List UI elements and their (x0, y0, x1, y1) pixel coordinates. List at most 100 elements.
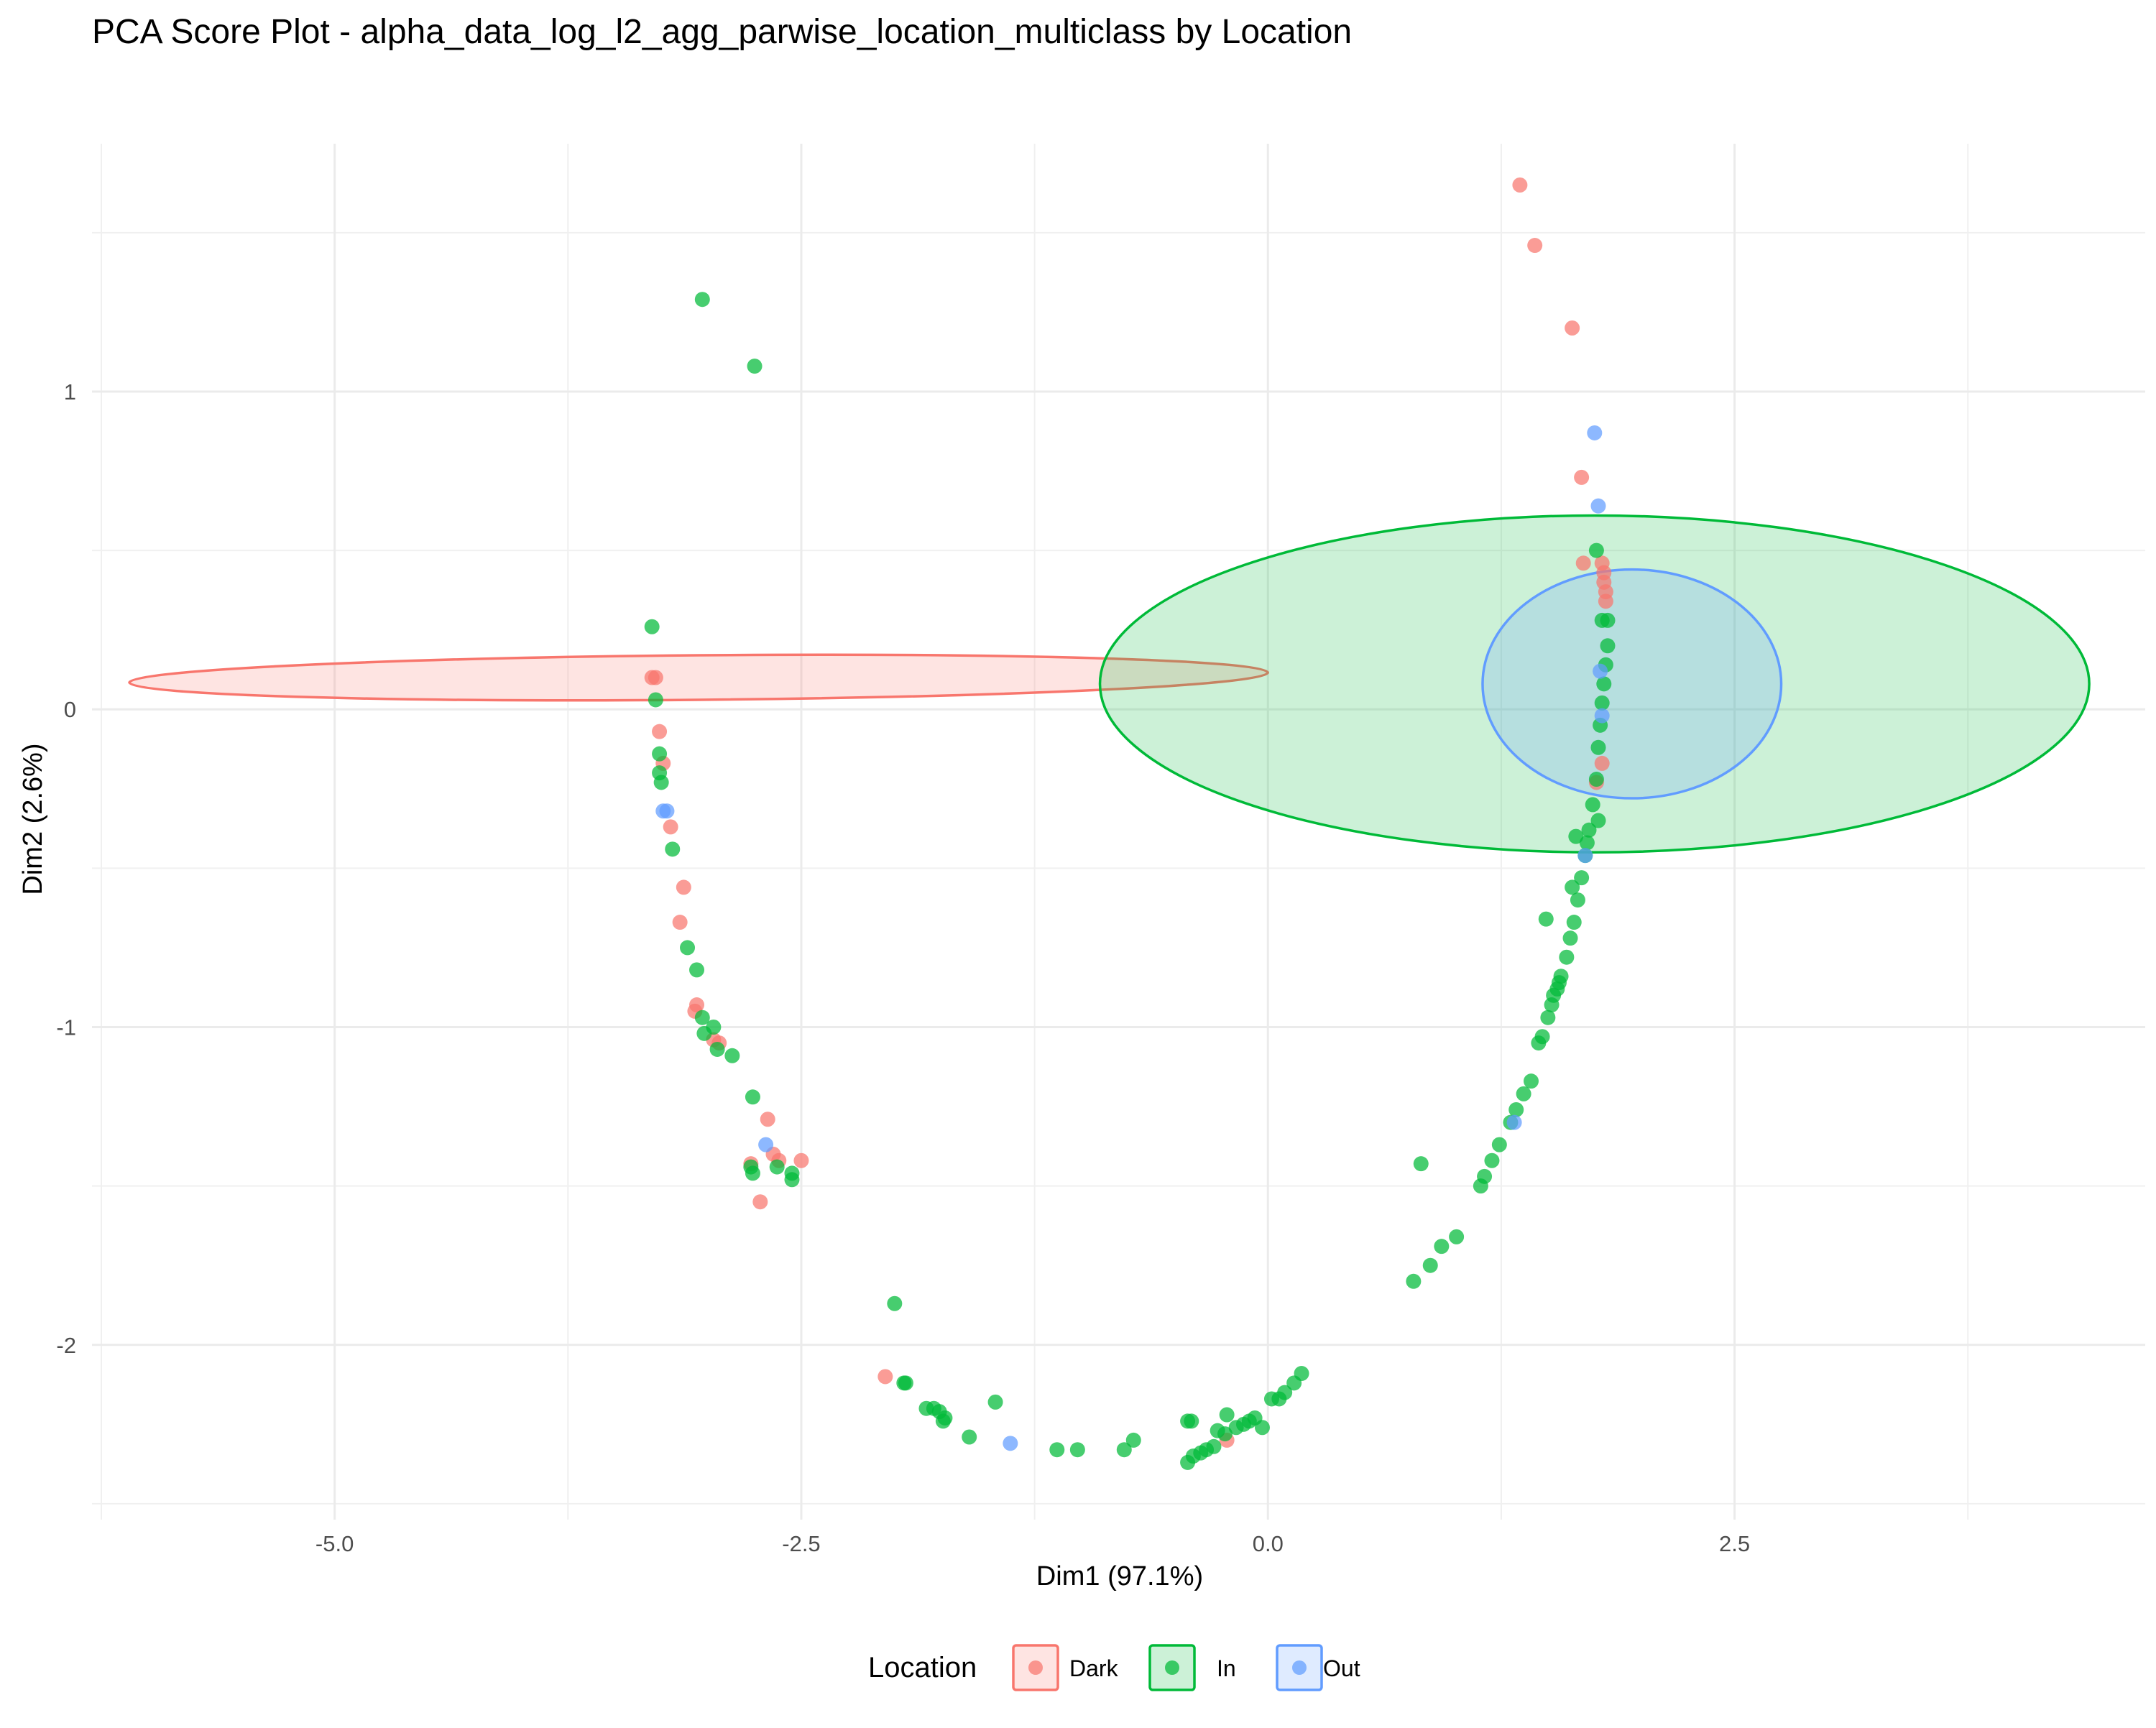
point-in (1565, 879, 1580, 895)
point-in (1562, 930, 1578, 946)
point-in (1588, 772, 1604, 787)
point-in (1116, 1442, 1132, 1458)
point-in (644, 619, 660, 634)
point-in (648, 692, 663, 708)
y-tick-label: -1 (56, 1015, 76, 1040)
x-axis-title: Dim1 (97.1%) (1036, 1561, 1203, 1591)
point-in (1600, 638, 1616, 654)
point-in (1180, 1413, 1196, 1429)
point-in (1484, 1152, 1500, 1168)
point-out (1506, 1114, 1522, 1130)
point-in (1590, 739, 1606, 755)
y-tick-label: 0 (64, 697, 76, 722)
legend-label-dark: Dark (1069, 1655, 1119, 1681)
point-in (1551, 975, 1567, 991)
point-in (1566, 915, 1582, 930)
y-tick-label: 1 (64, 379, 76, 405)
point-in (745, 1165, 760, 1181)
point-dark (663, 819, 678, 835)
data-points (644, 177, 1616, 1470)
ellipse-in (1098, 514, 2091, 854)
legend-dot-out (1292, 1660, 1307, 1675)
point-in (987, 1394, 1003, 1410)
point-in (1523, 1073, 1539, 1089)
point-in (747, 359, 763, 374)
point-in (769, 1159, 785, 1175)
point-in (1581, 822, 1597, 838)
point-out (1587, 425, 1603, 440)
point-dark (793, 1152, 809, 1168)
point-out (1003, 1436, 1018, 1451)
point-dark (877, 1369, 893, 1385)
legend: Location Dark In Out (868, 1644, 1360, 1691)
point-in (1559, 949, 1575, 965)
point-in (724, 1048, 740, 1063)
y-tick-label: -2 (56, 1333, 76, 1358)
point-dark (676, 879, 691, 895)
point-out (1590, 498, 1606, 514)
point-dark (652, 724, 668, 739)
legend-label-in: In (1217, 1655, 1236, 1681)
point-in (1596, 676, 1612, 692)
point-dark (1527, 238, 1543, 254)
point-in (1406, 1273, 1422, 1289)
point-in (1568, 828, 1584, 844)
point-in (1574, 870, 1590, 886)
point-in (1049, 1442, 1065, 1458)
legend-dot-dark (1028, 1660, 1043, 1675)
point-in (1217, 1426, 1233, 1442)
x-tick-label: -5.0 (315, 1531, 354, 1556)
point-out (1593, 663, 1608, 679)
point-in (694, 1009, 710, 1025)
point-in (1538, 911, 1554, 927)
ellipse-out (1481, 568, 1783, 800)
point-in (689, 962, 705, 978)
point-in (653, 775, 669, 790)
point-dark (1512, 177, 1528, 193)
point-in (706, 1019, 722, 1035)
point-in (1540, 1009, 1556, 1025)
x-tick-label: -2.5 (782, 1531, 820, 1556)
point-in (1516, 1086, 1531, 1101)
point-in (1449, 1229, 1465, 1244)
y-axis-title: Dim2 (2.6%) (18, 743, 48, 895)
point-dark (752, 1194, 768, 1210)
legend-title: Location (868, 1652, 977, 1683)
point-in (694, 292, 710, 308)
ellipse-dark (128, 653, 1270, 702)
point-in (665, 841, 681, 857)
point-in (1206, 1438, 1222, 1454)
point-in (1254, 1420, 1270, 1436)
grid (92, 144, 2145, 1520)
point-dark (648, 670, 663, 685)
point-in (1125, 1432, 1141, 1448)
point-in (1294, 1366, 1309, 1382)
point-in (1579, 835, 1595, 851)
chart-title: PCA Score Plot - alpha_data_log_l2_agg_p… (92, 13, 1352, 51)
point-dark (1574, 469, 1590, 485)
axis-ticks: -5.0 -2.5 0.0 2.5 -2 -1 0 1 (56, 379, 1750, 1556)
legend-label-out: Out (1323, 1655, 1360, 1681)
point-dark (1565, 320, 1580, 336)
point-in (1594, 612, 1610, 628)
point-in (709, 1041, 725, 1057)
point-in (1434, 1239, 1450, 1255)
point-in (1069, 1442, 1085, 1458)
point-in (898, 1375, 913, 1391)
point-dark (760, 1112, 775, 1127)
legend-dot-in (1165, 1660, 1179, 1675)
point-in (1594, 695, 1610, 711)
point-in (680, 940, 696, 956)
confidence-ellipses (128, 514, 2091, 854)
point-in (1477, 1168, 1493, 1184)
point-out (659, 803, 675, 819)
point-out (1577, 848, 1593, 864)
x-tick-label: 0.0 (1253, 1531, 1284, 1556)
point-in (1585, 797, 1600, 813)
point-in (1491, 1137, 1507, 1152)
point-in (1546, 987, 1562, 1003)
point-in (887, 1295, 903, 1311)
point-in (1570, 892, 1585, 908)
